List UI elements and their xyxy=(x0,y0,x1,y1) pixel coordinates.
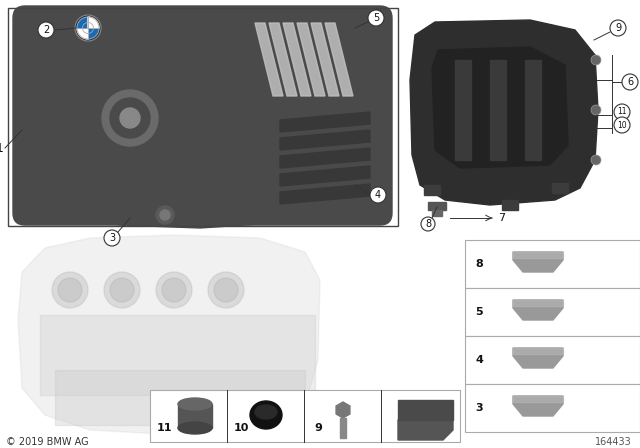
Bar xyxy=(455,60,471,160)
Text: 10: 10 xyxy=(617,121,627,129)
Bar xyxy=(398,400,453,420)
Text: 4: 4 xyxy=(475,355,483,365)
Circle shape xyxy=(120,108,140,128)
Circle shape xyxy=(104,230,120,246)
Text: © 2019 BMW AG: © 2019 BMW AG xyxy=(6,437,88,447)
Bar xyxy=(428,202,446,210)
Circle shape xyxy=(102,90,158,146)
Circle shape xyxy=(208,272,244,308)
Polygon shape xyxy=(280,166,370,186)
Polygon shape xyxy=(325,23,353,96)
Circle shape xyxy=(214,278,238,302)
Circle shape xyxy=(614,104,630,120)
Text: 8: 8 xyxy=(425,219,431,229)
Polygon shape xyxy=(18,12,388,228)
Text: 3: 3 xyxy=(475,403,483,413)
Bar xyxy=(525,60,541,160)
Polygon shape xyxy=(432,47,568,168)
Polygon shape xyxy=(311,23,339,96)
Polygon shape xyxy=(513,396,563,402)
Bar xyxy=(432,210,442,216)
FancyBboxPatch shape xyxy=(13,6,392,225)
Bar xyxy=(490,60,506,160)
Bar xyxy=(465,288,640,336)
Text: 10: 10 xyxy=(234,423,249,433)
Bar xyxy=(502,200,518,210)
Polygon shape xyxy=(280,130,370,150)
Circle shape xyxy=(591,155,601,165)
Circle shape xyxy=(156,272,192,308)
Circle shape xyxy=(591,55,601,65)
Circle shape xyxy=(368,10,384,26)
Polygon shape xyxy=(18,235,320,435)
Polygon shape xyxy=(336,402,350,418)
Polygon shape xyxy=(513,300,563,320)
Ellipse shape xyxy=(255,405,277,419)
Ellipse shape xyxy=(250,401,282,429)
Circle shape xyxy=(370,187,386,203)
Polygon shape xyxy=(255,23,283,96)
Polygon shape xyxy=(280,184,370,204)
Polygon shape xyxy=(513,300,563,306)
Text: 9: 9 xyxy=(615,23,621,33)
Circle shape xyxy=(58,278,82,302)
Polygon shape xyxy=(513,348,563,354)
Text: 6: 6 xyxy=(627,77,633,87)
Text: 11: 11 xyxy=(156,423,172,433)
Polygon shape xyxy=(513,252,563,258)
Text: 7: 7 xyxy=(498,213,505,223)
Circle shape xyxy=(610,20,626,36)
Polygon shape xyxy=(513,396,563,416)
Bar xyxy=(178,404,212,428)
Polygon shape xyxy=(280,148,370,168)
Ellipse shape xyxy=(178,398,212,410)
Circle shape xyxy=(38,22,54,38)
Text: 2: 2 xyxy=(43,25,49,35)
Bar xyxy=(465,240,640,288)
Text: 8: 8 xyxy=(475,259,483,269)
Ellipse shape xyxy=(178,422,212,434)
Circle shape xyxy=(162,278,186,302)
Polygon shape xyxy=(283,23,311,96)
Wedge shape xyxy=(88,17,99,28)
Polygon shape xyxy=(398,420,453,440)
Text: 4: 4 xyxy=(375,190,381,200)
Bar xyxy=(150,390,460,442)
Polygon shape xyxy=(280,112,370,132)
Wedge shape xyxy=(77,17,88,28)
Text: 5: 5 xyxy=(475,307,483,317)
Bar xyxy=(40,315,315,395)
Bar xyxy=(424,185,440,195)
Polygon shape xyxy=(297,23,325,96)
Circle shape xyxy=(591,105,601,115)
Bar xyxy=(8,8,398,226)
Circle shape xyxy=(110,278,134,302)
Text: 11: 11 xyxy=(617,108,627,116)
Text: 3: 3 xyxy=(109,233,115,243)
Circle shape xyxy=(622,74,638,90)
Polygon shape xyxy=(513,252,563,272)
Circle shape xyxy=(52,272,88,308)
Wedge shape xyxy=(77,28,88,39)
Bar xyxy=(465,336,640,384)
Polygon shape xyxy=(269,23,297,96)
Circle shape xyxy=(104,272,140,308)
Bar xyxy=(465,384,640,432)
Circle shape xyxy=(156,206,174,224)
Circle shape xyxy=(614,117,630,133)
Text: 164433: 164433 xyxy=(595,437,632,447)
Polygon shape xyxy=(513,348,563,368)
Wedge shape xyxy=(88,28,99,39)
Polygon shape xyxy=(410,20,598,205)
Bar xyxy=(552,183,568,193)
Text: 1: 1 xyxy=(0,142,4,155)
Circle shape xyxy=(75,15,101,41)
Text: 5: 5 xyxy=(373,13,379,23)
Circle shape xyxy=(160,210,170,220)
Circle shape xyxy=(110,98,150,138)
Text: 9: 9 xyxy=(314,423,322,433)
Bar xyxy=(340,418,346,438)
Bar xyxy=(55,370,305,425)
Circle shape xyxy=(421,217,435,231)
